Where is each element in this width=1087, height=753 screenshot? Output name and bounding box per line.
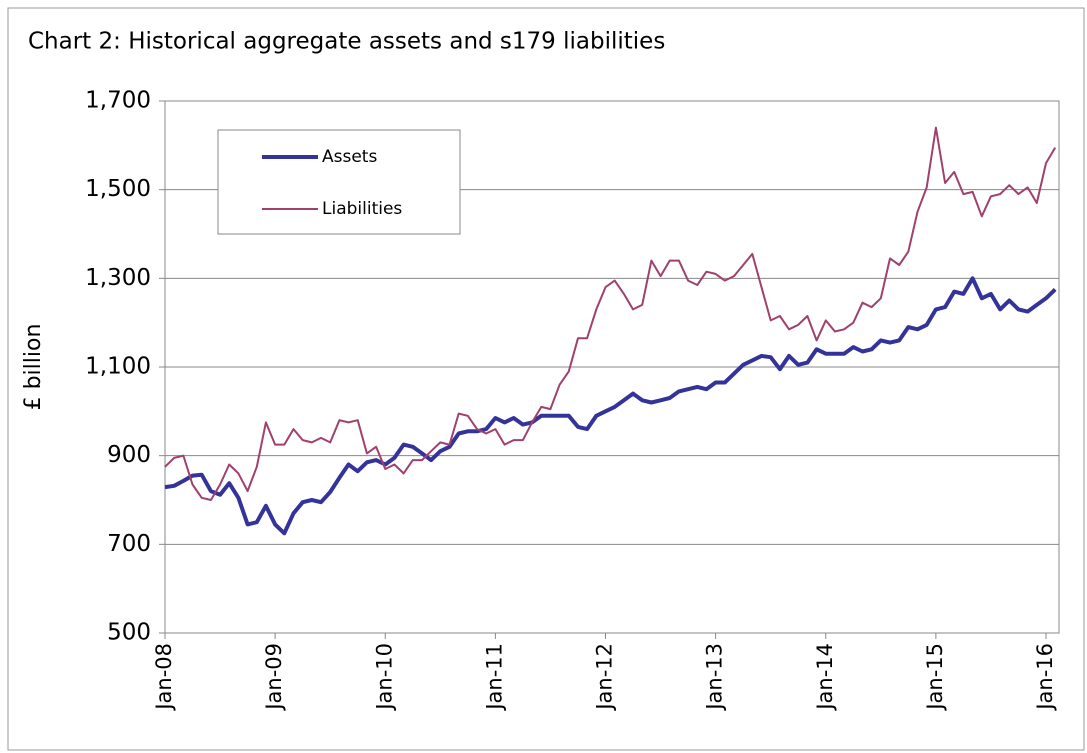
y-tick-label: 1,700	[85, 88, 151, 114]
x-tick-label: Jan-09	[262, 643, 286, 712]
x-tick-label: Jan-15	[923, 643, 947, 712]
x-tick-label: Jan-08	[152, 643, 176, 712]
x-tick-label: Jan-10	[372, 643, 396, 712]
y-tick-label: 1,300	[85, 265, 151, 291]
legend-box	[217, 129, 461, 235]
series-line	[164, 276, 1057, 536]
y-tick-label: 1,500	[85, 176, 151, 202]
chart-title: Chart 2: Historical aggregate assets and…	[28, 29, 665, 55]
y-tick-label: 500	[107, 620, 151, 646]
x-tick-label: Jan-11	[482, 643, 506, 712]
series-line	[164, 126, 1057, 501]
x-tick-label: Jan-13	[703, 643, 727, 712]
x-tick-label: Jan-12	[593, 643, 617, 712]
y-axis-label: £ billion	[21, 324, 46, 411]
legend-label: Assets	[322, 147, 377, 167]
chart-frame	[7, 7, 1085, 751]
x-tick-label: Jan-14	[813, 643, 837, 712]
y-tick-label: 900	[107, 442, 151, 468]
y-tick-label: 700	[107, 531, 151, 557]
x-tick-label: Jan-16	[1033, 643, 1057, 712]
legend-label: Liabilities	[322, 199, 402, 219]
plot-frame	[164, 100, 1060, 634]
y-tick-label: 1,100	[85, 354, 151, 380]
